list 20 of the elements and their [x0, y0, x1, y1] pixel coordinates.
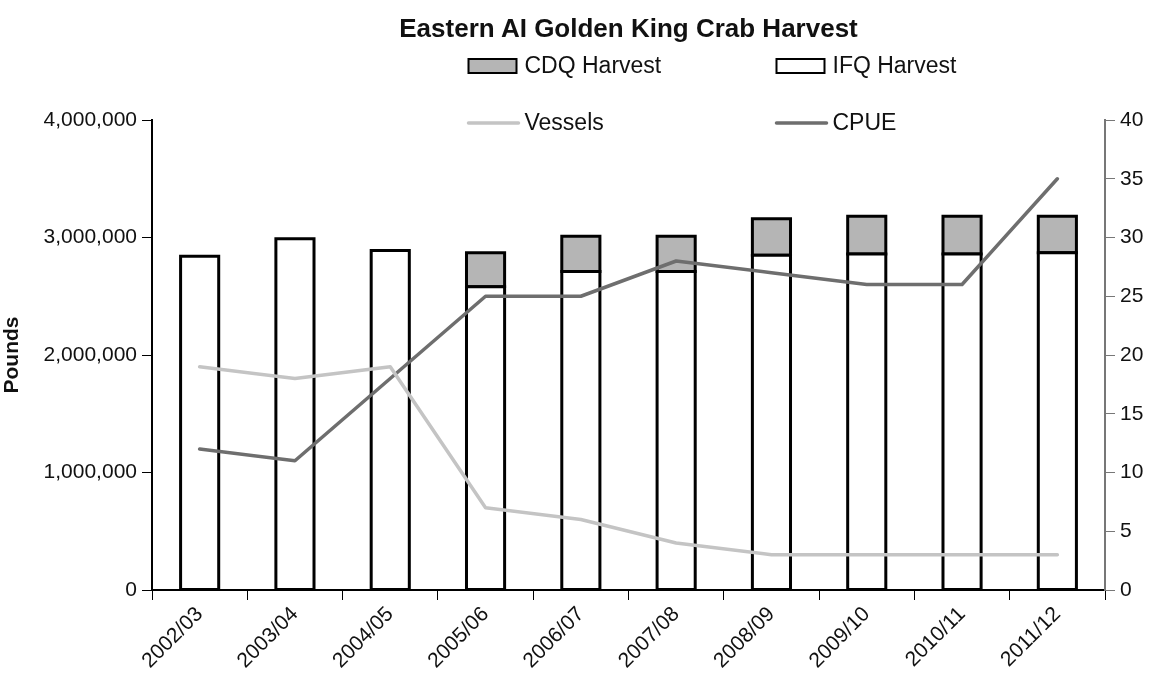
y-tick-label: 3,000,000 — [43, 224, 137, 248]
y2-tick-label: 30 — [1120, 224, 1144, 248]
y2-tick-label: 10 — [1120, 459, 1144, 483]
legend-label: IFQ Harvest — [832, 52, 958, 79]
legend-label: CPUE — [832, 109, 897, 136]
y-tick-label: 0 — [125, 576, 137, 600]
y2-tick-label: 25 — [1120, 283, 1144, 307]
chart-title: Eastern AI Golden King Crab Harvest — [399, 13, 859, 44]
y2-tick-label: 35 — [1120, 165, 1144, 189]
y-tick-label: 4,000,000 — [43, 106, 137, 130]
y2-tick-label: 20 — [1120, 341, 1144, 365]
y2-tick-label: 15 — [1120, 400, 1144, 424]
y-tick-label: 1,000,000 — [43, 459, 137, 483]
legend-label: Vessels — [524, 109, 604, 136]
y2-tick-label: 5 — [1120, 518, 1132, 542]
y-tick-label: 2,000,000 — [43, 341, 137, 365]
y-axis-title: Pounds — [0, 316, 23, 394]
y2-tick-label: 0 — [1120, 576, 1132, 600]
legend-label: CDQ Harvest — [524, 52, 662, 79]
y2-tick-label: 40 — [1120, 106, 1144, 130]
